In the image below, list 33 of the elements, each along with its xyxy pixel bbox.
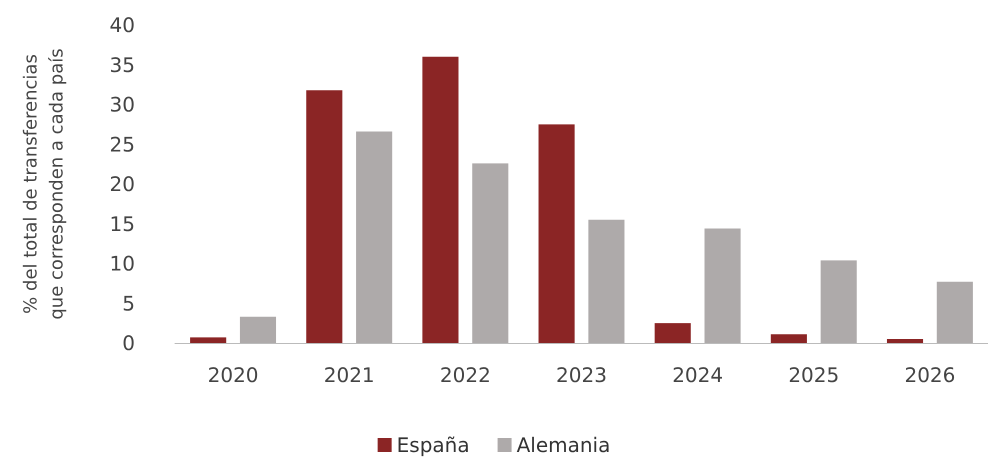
y-tick-label: 25 [110,132,135,156]
y-tick-label: 10 [110,252,135,276]
bar [654,323,691,343]
bar [936,282,973,343]
bar [886,339,924,343]
bar [820,260,857,343]
bar [704,228,741,343]
bar [356,132,392,343]
y-tick-label: 20 [110,172,135,196]
y-tick-label: 30 [110,92,135,116]
y-tick-label: 35 [110,52,135,77]
y-tick-label: 0 [122,331,135,355]
bar [538,124,575,343]
y-axis-title: % del total de transferencias que corresponden a cada país [20,48,68,320]
bar [472,163,508,343]
x-tick-label: 2021 [324,363,375,387]
y-tick-label: 15 [110,212,135,236]
bar [422,56,458,343]
bar [190,337,226,343]
x-tick-label: 2026 [904,363,956,387]
bar [306,90,342,343]
y-tick-label: 40 [110,13,135,37]
x-tick-label: 2020 [208,363,259,387]
legend-label: España [396,433,470,457]
x-tick-label: 2024 [672,363,724,387]
bar [588,220,624,343]
bar [770,334,807,343]
bar [240,316,276,343]
x-tick-label: 2023 [556,363,607,387]
x-tick-label: 2025 [788,363,840,387]
legend-label: Alemania [516,433,610,457]
x-tick-label: 2022 [440,363,491,387]
y-tick-label: 5 [122,291,135,316]
